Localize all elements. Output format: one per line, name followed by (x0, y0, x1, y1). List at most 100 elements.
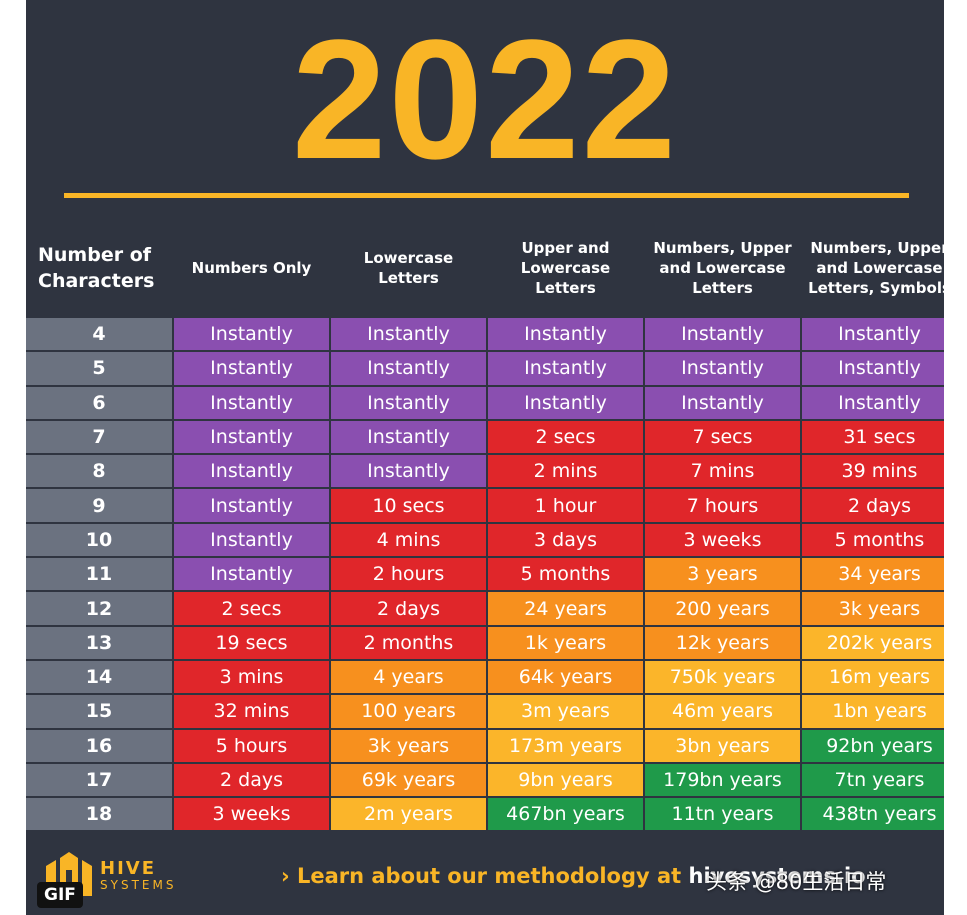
cell: 2 secs (488, 420, 643, 454)
cell: 5 months (488, 558, 643, 591)
cell: 3 years (645, 558, 800, 591)
cell: 34 years (802, 558, 944, 591)
cell: Instantly (174, 352, 329, 385)
row-label: 16 (26, 729, 172, 762)
cell: 2 days (802, 489, 944, 522)
row-label: 17 (26, 763, 172, 797)
column-header: Lowercase Letters (363, 249, 454, 287)
cell: 5 months (802, 523, 944, 557)
cell: 69k years (331, 763, 486, 797)
row-label: 7 (26, 420, 172, 454)
divider (64, 193, 909, 198)
row-label: 14 (26, 660, 172, 694)
cell: 92bn years (802, 729, 944, 762)
cell: Instantly (488, 352, 643, 385)
cell: Instantly (174, 318, 329, 351)
row-label: 15 (26, 695, 172, 728)
cell: 3k years (331, 729, 486, 762)
cell: 31 secs (802, 420, 944, 454)
infographic: 2022 Number of Characters Numbers Only Low… (26, 0, 944, 915)
cell: Instantly (802, 352, 944, 385)
cell: 202k years (802, 626, 944, 659)
footer: HIVE SYSTEMS › Learn about our methodolo… (26, 840, 944, 915)
cell: Instantly (802, 386, 944, 419)
cell: Instantly (174, 420, 329, 454)
cell: 438tn years (802, 798, 944, 831)
cell: 2 secs (174, 592, 329, 625)
cell: 4 years (331, 660, 486, 694)
cell: 24 years (488, 592, 643, 625)
cell: 1bn years (802, 695, 944, 728)
cell: Instantly (645, 386, 800, 419)
cell: 750k years (645, 660, 800, 694)
cell: 3bn years (645, 729, 800, 762)
cell: Instantly (331, 318, 486, 351)
cell: 2 days (174, 763, 329, 797)
row-label: 9 (26, 489, 172, 522)
cell: Instantly (645, 352, 800, 385)
cell: 179bn years (645, 763, 800, 797)
row-label: 8 (26, 455, 172, 488)
cell: 3k years (802, 592, 944, 625)
cell: 200 years (645, 592, 800, 625)
cell: 12k years (645, 626, 800, 659)
cell: 173m years (488, 729, 643, 762)
cell: 3 weeks (645, 523, 800, 557)
row-label: 6 (26, 386, 172, 419)
cell: Instantly (174, 489, 329, 522)
row-label: 12 (26, 592, 172, 625)
column-header: Number of Characters (38, 244, 155, 292)
cell: 16m years (802, 660, 944, 694)
cell: 5 hours (174, 729, 329, 762)
cell: 2 days (331, 592, 486, 625)
cell: 3 days (488, 523, 643, 557)
gif-badge: GIF (37, 882, 83, 908)
row-label: 10 (26, 523, 172, 557)
cell: 3m years (488, 695, 643, 728)
cell: 4 mins (331, 523, 486, 557)
table-header: Number of Characters Numbers Only Lowercas… (26, 228, 944, 308)
link-text: › Learn about our methodology at (281, 864, 689, 888)
cell: 100 years (331, 695, 486, 728)
cell: 7tn years (802, 763, 944, 797)
watermark: 头条 @80生活日常 (706, 870, 887, 894)
brand-sub: SYSTEMS (100, 878, 177, 892)
cell: 9bn years (488, 763, 643, 797)
methodology-link[interactable]: › Learn about our methodology at hivesys… (281, 864, 866, 888)
cell: 32 mins (174, 695, 329, 728)
cell: Instantly (174, 558, 329, 591)
cell: Instantly (331, 455, 486, 488)
cell: 7 mins (645, 455, 800, 488)
cell: 46m years (645, 695, 800, 728)
row-label: 13 (26, 626, 172, 659)
cell: 1k years (488, 626, 643, 659)
column-header: Numbers Only (191, 259, 312, 277)
cell: 64k years (488, 660, 643, 694)
table: 4 Instantly Instantly Instantly Instantly Ins… (26, 318, 944, 831)
cell: 10 secs (331, 489, 486, 522)
cell: Instantly (331, 386, 486, 419)
cell: 467bn years (488, 798, 643, 831)
cell: Instantly (802, 318, 944, 351)
cell: 2 mins (488, 455, 643, 488)
cell: 3 mins (174, 660, 329, 694)
row-label: 5 (26, 352, 172, 385)
link-url[interactable]: hivesystems.io (688, 864, 866, 888)
cell: 11tn years (645, 798, 800, 831)
cell: 7 secs (645, 420, 800, 454)
row-label: 4 (26, 318, 172, 351)
cell: Instantly (488, 386, 643, 419)
cell: Instantly (331, 352, 486, 385)
cell: Instantly (174, 386, 329, 419)
cell: 39 mins (802, 455, 944, 488)
cell: 2m years (331, 798, 486, 831)
cell: Instantly (331, 420, 486, 454)
cell: 2 hours (331, 558, 486, 591)
row-label: 11 (26, 558, 172, 591)
cell: 3 weeks (174, 798, 329, 831)
cell: 2 months (331, 626, 486, 659)
cell: Instantly (488, 318, 643, 351)
title: 2022 (291, 5, 679, 195)
column-header: Upper and Lowercase Letters (520, 239, 611, 297)
